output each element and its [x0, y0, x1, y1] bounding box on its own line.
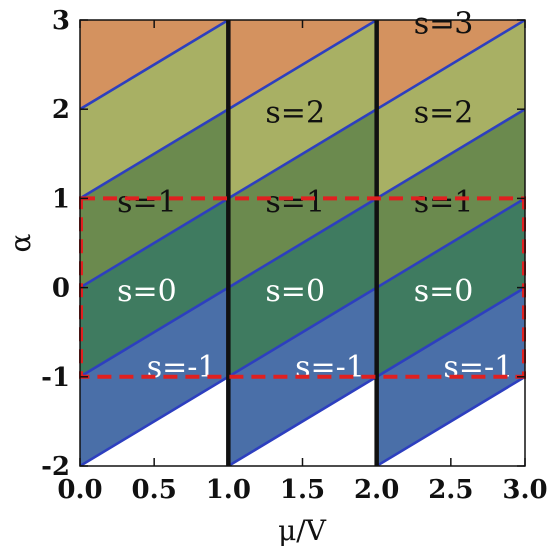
x-tick-label: 2.0 [354, 475, 399, 505]
x-tick-label: 1.0 [206, 475, 251, 505]
y-tick-label: 2 [52, 95, 70, 125]
boundary-line [80, 20, 230, 111]
region-labels: s=3 s=2 s=2 s=1 s=1 s=1 s=0 s=0 s=0 s=-1 s=-1 s=-1 s… [117, 6, 513, 469]
x-tick-label: 0.0 [57, 475, 102, 505]
region-label: s=-1 [443, 350, 513, 385]
phase-boundaries [80, 20, 525, 466]
boundary-line [227, 286, 378, 378]
region-label: s=0 [117, 274, 177, 309]
region-label: s=-1 [295, 350, 365, 385]
y-tick-label: 3 [52, 6, 70, 36]
boundary-line [227, 108, 378, 200]
x-tick-label: 3.0 [502, 475, 547, 505]
phase-region [80, 20, 81, 21]
x-axis-label: μ/V [278, 514, 327, 547]
boundary-line [375, 108, 525, 200]
boundary-line [228, 20, 231, 22]
boundary-line [80, 20, 83, 22]
boundary-line [375, 375, 525, 466]
boundary-line [375, 286, 525, 378]
boundary-line [80, 108, 230, 200]
y-axis-label: α [4, 233, 37, 252]
region-label: s=0 [414, 274, 474, 309]
boundary-line [375, 197, 525, 289]
region-label: s=-2 [147, 435, 217, 470]
y-tick-label: 0 [52, 274, 70, 304]
region-label: s=-1 [147, 350, 217, 385]
region-label: s=0 [265, 274, 325, 309]
vertical-boundaries [226, 20, 379, 466]
region-label: s=1 [117, 185, 177, 220]
boundary-line [227, 20, 378, 111]
region-label: s=-2 [443, 435, 513, 470]
x-tick-label: 0.5 [132, 475, 177, 505]
boundary-line [80, 286, 230, 378]
region-label: s=-2 [295, 435, 365, 470]
region-label: s=2 [265, 96, 325, 131]
y-axis-ticks: -2 -1 0 1 2 3 [41, 6, 525, 482]
region-label: s=3 [414, 6, 474, 41]
x-axis-ticks: 0.0 0.5 1.0 1.5 2.0 2.5 3.0 [57, 20, 548, 505]
y-tick-label: 1 [52, 184, 70, 214]
region-label: s=2 [414, 96, 474, 131]
region-label: s=1 [414, 185, 474, 220]
x-tick-label: 1.5 [280, 475, 325, 505]
region-label: s=1 [265, 185, 325, 220]
boundary-line [80, 197, 230, 289]
boundary-line [227, 375, 378, 466]
phase-region [228, 20, 229, 21]
boundary-line [80, 375, 230, 466]
boundary-line [375, 20, 525, 111]
y-tick-label: -1 [41, 363, 70, 393]
y-tick-label: -2 [41, 452, 70, 482]
boundary-line [227, 197, 378, 289]
x-tick-label: 2.5 [428, 475, 473, 505]
